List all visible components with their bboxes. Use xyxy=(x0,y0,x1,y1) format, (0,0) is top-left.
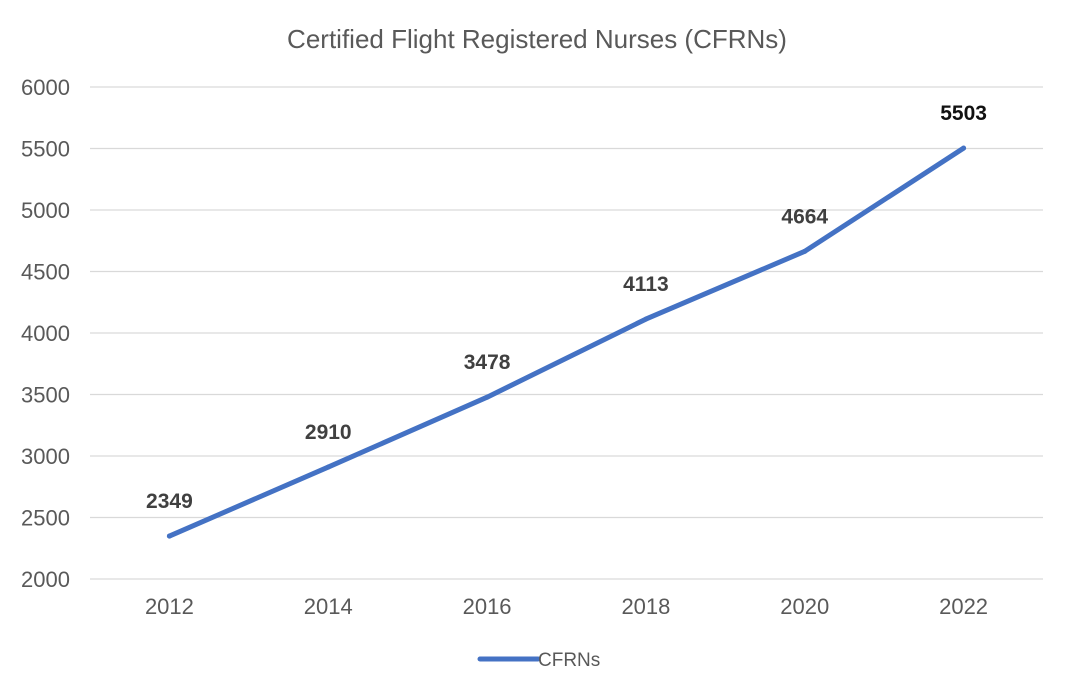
data-point xyxy=(166,533,172,539)
gridlines xyxy=(90,86,1043,580)
y-tick-label: 5500 xyxy=(21,137,70,162)
chart-title: Certified Flight Registered Nurses (CFRN… xyxy=(287,24,787,54)
y-tick-label: 6000 xyxy=(21,75,70,100)
legend-label-cfrns: CFRNs xyxy=(538,650,600,671)
data-label: 4113 xyxy=(623,273,669,296)
data-labels: 2349 2910 3478 4113 4664 5503 xyxy=(146,102,987,513)
data-label: 5503 xyxy=(940,102,987,125)
data-label: 2349 xyxy=(146,490,193,513)
x-tick-label: 2012 xyxy=(145,594,194,619)
data-point xyxy=(961,145,967,151)
y-tick-label: 4000 xyxy=(21,321,70,346)
data-point xyxy=(643,316,649,322)
data-point xyxy=(802,248,808,254)
x-tick-label: 2022 xyxy=(939,594,988,619)
y-axis-tick-labels: 2000 2500 3000 3500 4000 4500 5000 5500 6000 xyxy=(21,75,70,592)
x-tick-label: 2016 xyxy=(463,594,512,619)
data-label: 2910 xyxy=(305,421,352,444)
series-layer xyxy=(166,145,967,539)
y-tick-label: 3500 xyxy=(21,383,70,408)
legend: CFRNs xyxy=(477,650,600,671)
data-point xyxy=(325,464,331,470)
x-tick-label: 2018 xyxy=(621,594,670,619)
data-label: 3478 xyxy=(464,351,511,374)
data-point xyxy=(484,394,490,400)
y-tick-label: 2000 xyxy=(21,567,70,592)
x-tick-label: 2020 xyxy=(780,594,829,619)
y-tick-label: 4500 xyxy=(21,260,70,285)
y-tick-label: 5000 xyxy=(21,198,70,223)
x-tick-label: 2014 xyxy=(304,594,353,619)
y-tick-label: 3000 xyxy=(21,444,70,469)
x-axis-tick-labels: 2012 2014 2016 2018 2020 2022 xyxy=(145,594,988,619)
data-label: 4664 xyxy=(781,205,828,228)
series-line-cfrns xyxy=(166,145,967,539)
y-tick-label: 2500 xyxy=(21,506,70,531)
